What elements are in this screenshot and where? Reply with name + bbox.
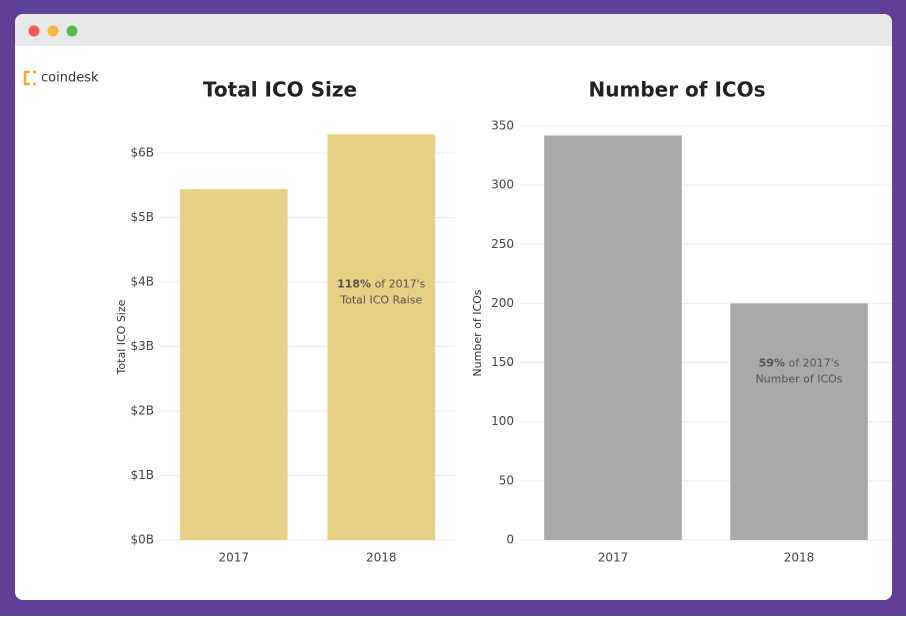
y-tick-label: 50 <box>499 473 514 487</box>
x-tick-label: 2018 <box>784 551 815 565</box>
brand-name: coindesk <box>41 71 99 86</box>
chart-title: Total ICO Size <box>203 78 357 102</box>
bar <box>730 303 868 540</box>
y-axis-label: Total ICO Size <box>115 299 128 375</box>
annotation-highlight: 59% <box>759 356 785 369</box>
annotation-text: Number of ICOs <box>755 372 842 385</box>
bar <box>327 134 436 541</box>
brand-logo <box>23 70 36 86</box>
y-tick-label: 0 <box>506 533 514 547</box>
close-button[interactable] <box>28 25 40 37</box>
x-tick-label: 2018 <box>366 551 397 565</box>
annotation-highlight: 118% <box>337 277 371 290</box>
y-tick-label: $4B <box>130 275 154 289</box>
y-tick-label: $2B <box>130 404 154 418</box>
y-tick-label: 250 <box>491 237 514 251</box>
y-tick-label: $0B <box>130 533 154 547</box>
annotation-text: Total ICO Raise <box>339 293 422 306</box>
annotation: 118% of 2017's <box>337 277 426 290</box>
y-tick-label: 150 <box>491 355 514 369</box>
y-tick-label: $5B <box>130 210 154 224</box>
annotation: 59% of 2017's <box>759 356 840 369</box>
y-axis-label: Number of ICOs <box>471 289 484 376</box>
bar <box>179 189 288 540</box>
bar <box>544 135 682 540</box>
y-tick-label: 350 <box>491 119 514 133</box>
minimize-button[interactable] <box>47 25 59 37</box>
annotation-text: of 2017's <box>788 356 839 369</box>
x-tick-label: 2017 <box>218 551 249 565</box>
x-tick-label: 2017 <box>598 551 629 565</box>
title-bar <box>15 14 892 46</box>
y-tick-label: 100 <box>491 414 514 428</box>
y-tick-label: 200 <box>491 296 514 310</box>
y-tick-label: $6B <box>130 146 154 160</box>
y-tick-label: $3B <box>130 339 154 353</box>
y-tick-label: 300 <box>491 178 514 192</box>
maximize-button[interactable] <box>66 25 78 37</box>
chart-title: Number of ICOs <box>589 78 766 102</box>
y-tick-label: $1B <box>130 468 154 482</box>
annotation-text: of 2017's <box>375 277 426 290</box>
